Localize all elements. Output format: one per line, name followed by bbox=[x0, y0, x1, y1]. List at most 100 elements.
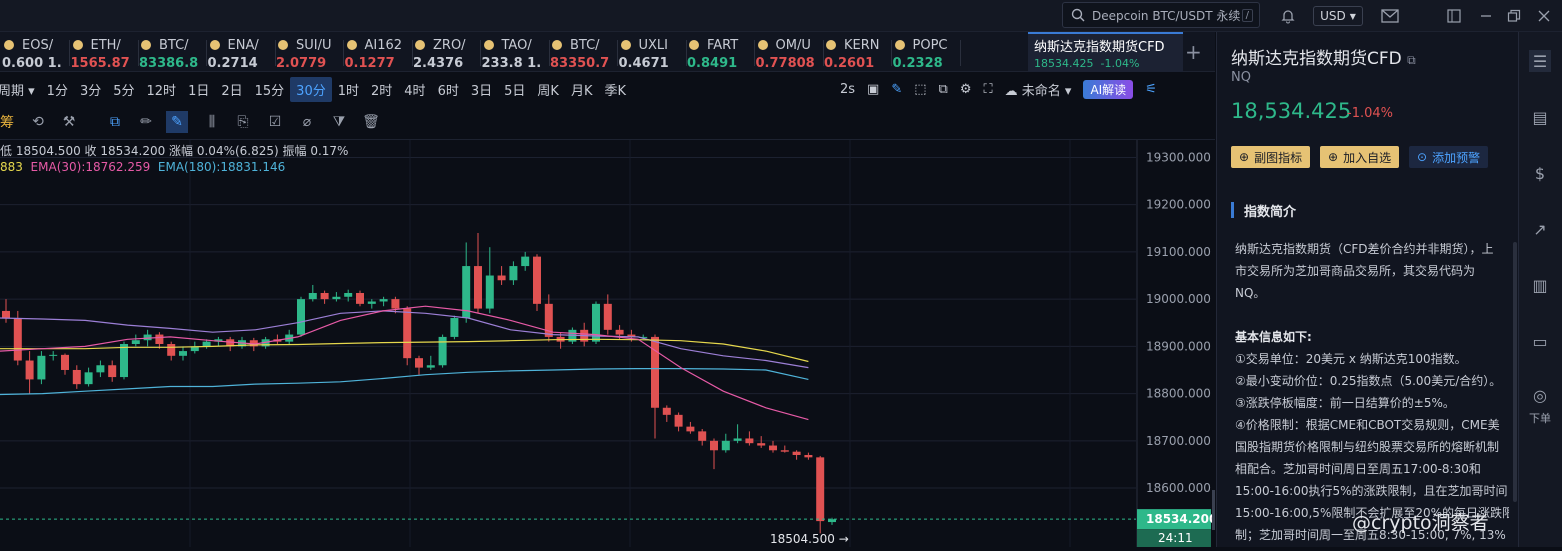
ticker-name: EOS/ bbox=[22, 38, 54, 53]
candle-body bbox=[320, 292, 329, 300]
document-icon[interactable]: ▤ bbox=[1532, 107, 1548, 127]
minimize-icon[interactable] bbox=[1476, 0, 1496, 32]
fullscreen-icon[interactable]: ⛶ bbox=[983, 81, 993, 97]
copy-icon[interactable]: ⧉ bbox=[1407, 53, 1416, 67]
period-option[interactable]: 3分 bbox=[79, 83, 102, 99]
candle-body bbox=[662, 407, 671, 415]
panel-scrollbar[interactable] bbox=[1513, 242, 1517, 502]
restore-icon[interactable] bbox=[1504, 0, 1524, 32]
dollar-icon[interactable]: $ bbox=[1534, 163, 1546, 183]
period-option[interactable]: 15分 bbox=[254, 83, 285, 99]
ticker-tab[interactable]: KERN 0.2601 bbox=[824, 36, 892, 71]
pin-window-icon[interactable] bbox=[1444, 0, 1464, 32]
ticker-tab[interactable]: OM/U 0.77808 bbox=[755, 36, 824, 71]
trend-icon[interactable]: ↗ bbox=[1533, 219, 1547, 239]
period-option[interactable]: 周K bbox=[537, 83, 559, 99]
ticker-tab[interactable]: ETH/1565.87 bbox=[71, 36, 139, 71]
checklist-icon[interactable]: ☑ bbox=[268, 114, 282, 130]
candle-body bbox=[190, 346, 199, 352]
copy-icon[interactable]: ⧉ bbox=[110, 114, 120, 130]
ticker-price: 0.600 1. bbox=[2, 56, 62, 71]
ticker-tab[interactable]: AI162 0.1277 bbox=[345, 36, 413, 71]
ticker-tab[interactable]: SUI/U 2.0779 bbox=[276, 36, 344, 71]
description-line: 15:00-16:00执行5%的涨跌限制，且在芝加哥时间 bbox=[1235, 484, 1508, 498]
currency-label: USD bbox=[1320, 9, 1346, 23]
chevron-down-icon: ▼ bbox=[1349, 11, 1356, 21]
period-option[interactable]: 月K bbox=[570, 83, 593, 99]
search-box[interactable]: Deepcoin BTC/USDT 永续 / bbox=[1062, 2, 1260, 28]
candle-icon[interactable]: ⫼ bbox=[208, 114, 216, 130]
period-option[interactable]: 3日 bbox=[470, 83, 493, 99]
trash-icon[interactable]: 🗑 bbox=[362, 114, 380, 130]
camera-icon[interactable]: ▣ bbox=[867, 81, 880, 97]
period-option[interactable]: 1时 bbox=[337, 83, 359, 99]
ai-button[interactable]: AI解读 bbox=[1083, 79, 1134, 99]
period-option[interactable]: 5日 bbox=[504, 83, 526, 99]
list-icon[interactable]: ☰ bbox=[1529, 50, 1551, 72]
period-option[interactable]: 6时 bbox=[437, 83, 459, 99]
ticker-tab[interactable]: ENA/0.2714 bbox=[208, 36, 276, 71]
bell-icon[interactable] bbox=[1276, 0, 1300, 32]
replay-icon[interactable]: ⟲ bbox=[32, 114, 44, 130]
ticker-tab[interactable]: ZRO/2.4376 bbox=[413, 36, 481, 71]
chips-label[interactable]: 筹 bbox=[0, 115, 14, 131]
y-tick-label: 19200.000 bbox=[1146, 198, 1211, 212]
candle-body bbox=[131, 340, 140, 344]
period-menu[interactable]: 周期 ▾ bbox=[0, 83, 35, 99]
description-line: ①交易单位：20美元 x 纳斯达克100指数。 bbox=[1235, 352, 1467, 366]
tab-divider bbox=[754, 40, 755, 66]
active-tab-title: 纳斯达克指数期货CFD bbox=[1034, 40, 1165, 55]
wand-icon[interactable]: ⚒ bbox=[62, 114, 76, 130]
period-option[interactable]: 2时 bbox=[371, 83, 393, 99]
coin-icon bbox=[278, 40, 288, 50]
monitor-icon[interactable]: ▥ bbox=[1532, 275, 1548, 295]
brush-icon[interactable]: ✎ bbox=[166, 111, 188, 133]
add-alert-button[interactable]: ⊙ 添加预警 bbox=[1409, 146, 1489, 168]
tab-divider bbox=[411, 40, 413, 66]
ticker-tab[interactable]: BTC/83350.7 bbox=[550, 36, 618, 71]
coin-icon bbox=[483, 40, 494, 50]
period-option[interactable]: 季K bbox=[604, 83, 626, 99]
ticker-price: 0.77808 bbox=[755, 56, 815, 71]
layout-icon[interactable]: ⧉ bbox=[938, 81, 948, 97]
magnet-icon[interactable]: ⌀ bbox=[302, 114, 312, 130]
share-icon[interactable]: ⚟ bbox=[1145, 81, 1157, 97]
settings-icon[interactable]: ⚙ bbox=[959, 81, 972, 97]
ticker-tab[interactable]: POPC 0.2328 bbox=[893, 36, 961, 71]
currency-select[interactable]: USD ▼ bbox=[1313, 6, 1363, 26]
refresh-interval[interactable]: 2s bbox=[840, 81, 856, 97]
period-option[interactable]: 1分 bbox=[46, 83, 68, 99]
ticker-tab[interactable]: TAO/233.8 1. bbox=[482, 36, 550, 71]
period-option[interactable]: 4时 bbox=[404, 83, 426, 99]
clipboard-icon[interactable]: ⎘ bbox=[237, 114, 249, 130]
filter-icon[interactable]: ⧩ bbox=[332, 114, 346, 130]
ticker-tab[interactable]: FART 0.8491 bbox=[687, 36, 755, 71]
period-option[interactable]: 2日 bbox=[221, 83, 243, 99]
draw-icon[interactable]: ✎ bbox=[891, 81, 903, 97]
y-tick-label: 19300.000 bbox=[1146, 150, 1211, 164]
pen-icon[interactable]: ✏ bbox=[140, 114, 152, 130]
candlestick-chart[interactable]: 19300.000 19200.000 19100.000 19000.000 1890… bbox=[0, 140, 1217, 548]
tab-divider bbox=[274, 40, 276, 66]
order-label[interactable]: 下单 bbox=[1529, 412, 1551, 425]
price-chart[interactable]: 19300.000 19200.000 19100.000 19000.000 1890… bbox=[0, 140, 1217, 548]
add-tab-button[interactable]: + bbox=[1185, 40, 1202, 64]
cloud-layout[interactable]: ☁ 未命名 ▾ bbox=[1004, 83, 1072, 99]
order-icon[interactable]: ◎ bbox=[1533, 385, 1547, 405]
tab-nasdaq-cfd[interactable]: 纳斯达克指数期货CFD 18534.425 -1.04% bbox=[1028, 32, 1183, 72]
ticker-tab[interactable]: UXLI 0.4671 bbox=[619, 36, 687, 71]
description-line: NQ。 bbox=[1235, 286, 1266, 300]
drawing-toolbar: 筹 ⟲ ⚒ ⧉ ✏ ✎ ⫼ ⎘ ☑ ⌀ ⧩ 🗑 bbox=[0, 104, 1215, 140]
etf-icon[interactable]: ▭ bbox=[1532, 331, 1548, 351]
ticker-tab[interactable]: EOS/0.600 1. bbox=[2, 36, 70, 71]
sub-indicator-button[interactable]: ⊕ 副图指标 bbox=[1231, 146, 1311, 168]
period-option[interactable]: 1日 bbox=[188, 83, 210, 99]
add-watchlist-button[interactable]: ⊕ 加入自选 bbox=[1320, 146, 1400, 168]
period-option[interactable]: 12时 bbox=[146, 83, 177, 99]
ticker-tab[interactable]: BTC/83386.8 bbox=[139, 36, 207, 71]
close-icon[interactable] bbox=[1534, 0, 1554, 32]
period-option[interactable]: 5分 bbox=[113, 83, 135, 99]
period-option[interactable]: 30分 bbox=[290, 76, 332, 102]
mail-icon[interactable] bbox=[1378, 0, 1402, 32]
select-icon[interactable]: ⬚ bbox=[914, 81, 927, 97]
